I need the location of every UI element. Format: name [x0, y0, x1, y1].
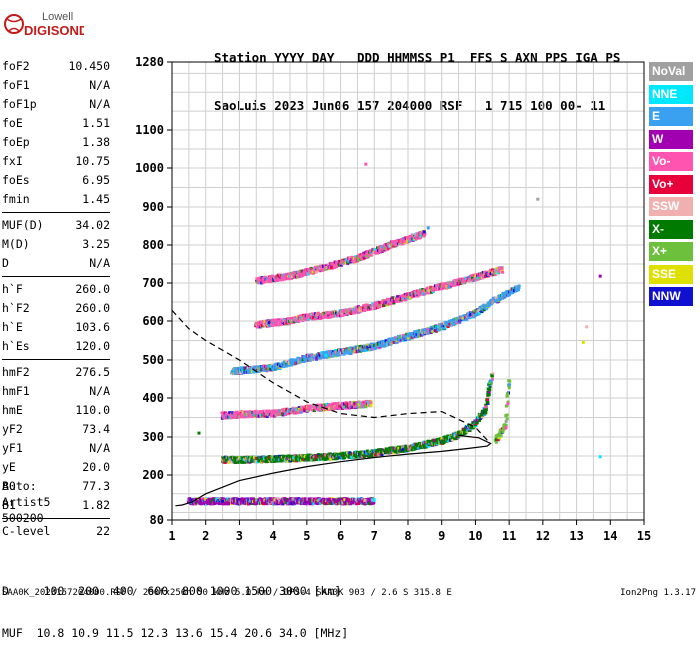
y-tick-label: 1000 — [135, 161, 164, 175]
echo-point — [486, 401, 489, 404]
x-tick-label: 7 — [371, 529, 378, 543]
x-tick-label: 2 — [202, 529, 209, 543]
echo-trace — [221, 400, 373, 420]
x-tick-label: 9 — [438, 529, 445, 543]
x-tick-label: 5 — [303, 529, 310, 543]
echo-point — [506, 392, 509, 395]
y-tick-label: 600 — [142, 314, 164, 328]
y-tick-label: 1280 — [135, 55, 164, 69]
y-tick-label: 400 — [142, 391, 164, 405]
echo-point — [484, 405, 487, 408]
x-tick-label: 3 — [236, 529, 243, 543]
echo-point — [504, 414, 507, 417]
x-tick-label: 11 — [502, 529, 516, 543]
echo-point — [372, 499, 375, 502]
echo-trace — [187, 497, 376, 505]
x-tick-label: 12 — [536, 529, 550, 543]
echo-point — [505, 426, 508, 429]
y-tick-label: 1100 — [135, 123, 164, 137]
y-tick-label: 80 — [150, 513, 164, 527]
echo-point — [484, 411, 487, 414]
echo-point — [508, 383, 511, 386]
x-tick-label: 8 — [404, 529, 411, 543]
y-tick-label: 700 — [142, 276, 164, 290]
echo-point — [370, 404, 373, 407]
echo-point — [488, 388, 491, 391]
echo-point — [506, 402, 509, 405]
x-tick-label: 13 — [569, 529, 583, 543]
y-tick-label: 200 — [142, 468, 164, 482]
x-tick-label: 1 — [168, 529, 175, 543]
x-tick-label: 6 — [337, 529, 344, 543]
y-tick-label: 500 — [142, 353, 164, 367]
x-tick-label: 10 — [468, 529, 482, 543]
echo-point — [506, 417, 509, 420]
y-tick-label: 300 — [142, 430, 164, 444]
x-tick-label: 15 — [637, 529, 651, 543]
x-tick-label: 4 — [270, 529, 277, 543]
echo-point — [491, 374, 494, 377]
echo-point — [505, 420, 508, 423]
echo-point — [490, 379, 493, 382]
echo-point — [488, 393, 491, 396]
echo-point — [379, 344, 382, 347]
echo-point — [507, 379, 510, 382]
y-tick-label: 800 — [142, 238, 164, 252]
x-tick-label: 14 — [603, 529, 617, 543]
y-tick-label: 900 — [142, 200, 164, 214]
echo-trace — [230, 284, 520, 374]
